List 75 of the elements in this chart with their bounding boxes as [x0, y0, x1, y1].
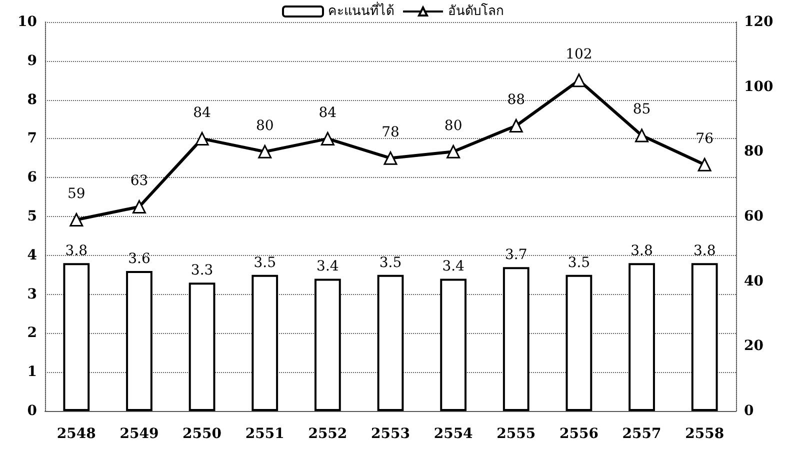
bar: [691, 263, 718, 411]
data-label: 3.5: [379, 254, 402, 271]
data-label: 84: [193, 104, 212, 121]
bar: [502, 267, 530, 411]
data-label: 3.8: [693, 243, 716, 260]
point: [446, 144, 460, 158]
bar: [440, 278, 467, 411]
y2-tick-label: 60: [744, 208, 764, 224]
legend-label: อันดับโลก: [448, 3, 504, 19]
bar: [314, 278, 341, 411]
data-label: 3.4: [442, 258, 465, 275]
y2-tick-label: 40: [744, 273, 764, 290]
x-tick-label: 2556: [559, 426, 598, 442]
data-label: 76: [696, 130, 714, 147]
data-label: 88: [507, 92, 526, 108]
x-tick-label: 2558: [685, 426, 724, 442]
point: [132, 200, 146, 214]
data-label: 3.5: [568, 254, 590, 271]
data-label: 80: [256, 118, 274, 134]
data-label: 78: [382, 124, 400, 140]
x-tick-label: 2548: [56, 426, 96, 442]
point: [698, 158, 712, 172]
point: [70, 212, 84, 226]
legend-label: คะแนนที่ได้: [328, 2, 394, 19]
x-tick-label: 2555: [496, 426, 536, 442]
point: [509, 118, 523, 132]
y-tick-label: 0: [27, 403, 38, 419]
bar: [63, 263, 90, 411]
x-tick-label: 2552: [308, 426, 348, 442]
y-tick-label: 6: [27, 170, 37, 186]
data-label: 85: [632, 102, 651, 118]
x-tick-label: 2550: [182, 426, 222, 442]
y-tick-label: 8: [27, 92, 37, 108]
data-label: 3.8: [630, 243, 653, 260]
y-tick-label: 2: [27, 325, 37, 342]
point: [384, 151, 398, 165]
y2-tick-label: 20: [744, 338, 764, 354]
data-label: 3.3: [190, 262, 214, 279]
bar: [252, 274, 278, 411]
bar: [566, 274, 592, 411]
data-label: 102: [566, 46, 592, 63]
point: [320, 132, 334, 146]
y-tick-label: 10: [18, 14, 38, 30]
x-tick-label: 2553: [371, 426, 410, 442]
data-label: 80: [444, 118, 462, 134]
point: [635, 128, 649, 142]
y-tick-label: 1: [27, 364, 37, 380]
x-tick-label: 2549: [120, 426, 159, 442]
y2-tick-label: 100: [744, 78, 774, 95]
y-tick-label: 7: [27, 130, 37, 147]
data-label: 84: [318, 104, 337, 121]
bar: [126, 270, 152, 411]
x-tick-label: 2554: [434, 426, 474, 442]
y2-tick-label: 120: [744, 14, 774, 30]
y2-tick-label: 80: [744, 144, 764, 160]
data-label: 3.6: [128, 250, 150, 267]
data-label: 3.5: [254, 254, 276, 271]
data-label: 3.8: [65, 243, 88, 260]
point: [572, 74, 586, 88]
bar: [188, 282, 216, 411]
point: [195, 132, 209, 146]
y-tick-label: 9: [27, 52, 37, 69]
data-label: 3.4: [316, 258, 339, 275]
y-tick-label: 4: [27, 247, 38, 264]
data-label: 59: [67, 186, 86, 202]
bar: [628, 263, 655, 411]
point: [258, 144, 272, 158]
x-tick-label: 2557: [622, 426, 662, 442]
data-label: 63: [130, 173, 148, 190]
data-label: 3.7: [505, 247, 528, 264]
y2-tick-label: 0: [744, 403, 754, 419]
bar: [377, 274, 404, 411]
y-tick-label: 5: [27, 208, 37, 224]
y-tick-label: 3: [27, 286, 37, 302]
x-tick-label: 2551: [245, 426, 284, 442]
